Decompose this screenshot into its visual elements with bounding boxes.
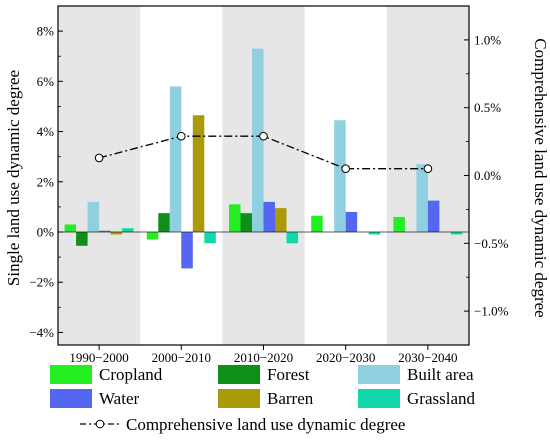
bar — [286, 232, 298, 244]
y-axis-right-title: Comprehensive land use dynamic degree — [531, 38, 550, 317]
legend-swatch — [50, 365, 92, 384]
x-tick-label: 1990−2000 — [69, 350, 128, 365]
legend-swatch — [50, 389, 92, 408]
line-point — [423, 164, 433, 173]
bar — [99, 230, 111, 232]
y-tick-label: 8% — [37, 24, 55, 39]
y-right-tick-label: 0.5% — [474, 100, 501, 115]
line-point — [94, 153, 104, 163]
legend-swatch — [358, 365, 400, 384]
legend-label: Barren — [267, 389, 314, 408]
bar — [427, 200, 440, 232]
line-point — [177, 131, 186, 141]
line-point — [341, 164, 351, 173]
bar — [393, 216, 405, 232]
legend-item: Built area — [358, 365, 474, 384]
axes: −4% −2% 0% 2% 4% 6% 8% −1.0% −0.5% 0.0% 0.5% 1.0% — [29, 24, 508, 340]
legend-label: Built area — [407, 365, 474, 384]
bar — [110, 232, 123, 235]
bar — [158, 213, 170, 232]
legend-swatch — [218, 365, 260, 384]
y-tick-label: 6% — [37, 74, 55, 89]
legend-item: Barren — [218, 389, 314, 408]
bar — [64, 224, 77, 232]
bar — [76, 232, 88, 246]
bar — [311, 215, 323, 232]
bar — [204, 232, 216, 244]
comprehensive-line — [94, 131, 433, 173]
y-tick-label: −4% — [29, 325, 54, 340]
legend-label: Grassland — [407, 389, 475, 408]
bar — [450, 232, 463, 235]
shaded-period-0 — [58, 6, 141, 345]
legend-swatch — [218, 389, 260, 408]
bar — [146, 232, 159, 240]
bar — [345, 211, 358, 232]
legend-line-marker — [95, 419, 105, 429]
bar — [181, 232, 193, 269]
legend-item: Water — [50, 389, 139, 408]
y-right-tick-label: −1.0% — [474, 304, 509, 319]
legend-swatch — [358, 389, 400, 408]
y-tick-label: 2% — [37, 174, 55, 189]
y-axis-title: Single land use dynamic degree — [4, 70, 23, 286]
legend-item: Forest — [218, 365, 310, 384]
legend-label: Cropland — [99, 365, 163, 384]
y-right-tick-label: −0.5% — [474, 236, 509, 251]
bar — [87, 201, 100, 232]
bar — [252, 48, 264, 232]
y-tick-label: 4% — [37, 124, 55, 139]
y-right-tick-label: 1.0% — [474, 32, 501, 47]
bar — [416, 164, 428, 232]
legend-label: Water — [99, 389, 139, 408]
bar — [368, 232, 381, 235]
x-tick-label: 2010−2020 — [234, 350, 293, 365]
bar — [240, 213, 252, 232]
bar — [122, 228, 134, 232]
x-tick-label: 2030−2040 — [398, 350, 457, 365]
bar — [169, 86, 182, 232]
x-tick-label: 2020−2030 — [316, 350, 375, 365]
bar — [275, 208, 287, 232]
legend-item: Cropland — [50, 365, 163, 384]
y-tick-label: 0% — [37, 225, 55, 240]
bars — [64, 48, 463, 269]
bar — [263, 201, 275, 232]
y-tick-label: −2% — [29, 275, 54, 290]
x-axis: 1990−2000 2000−2010 2010−2020 2020−2030 2030… — [69, 345, 458, 365]
line-point — [259, 131, 268, 141]
legend: Cropland Forest Built area Water Barren Grass… — [50, 365, 475, 434]
legend-label: Comprehensive land use dynamic degree — [126, 415, 405, 434]
legend-label: Forest — [267, 365, 310, 384]
y-right-tick-label: 0.0% — [474, 168, 501, 183]
x-tick-label: 2000−2010 — [152, 350, 211, 365]
bar — [229, 204, 241, 232]
legend-item-line: Comprehensive land use dynamic degree — [80, 415, 405, 434]
bar — [334, 120, 346, 232]
legend-item: Grassland — [358, 389, 475, 408]
bar — [192, 115, 205, 232]
